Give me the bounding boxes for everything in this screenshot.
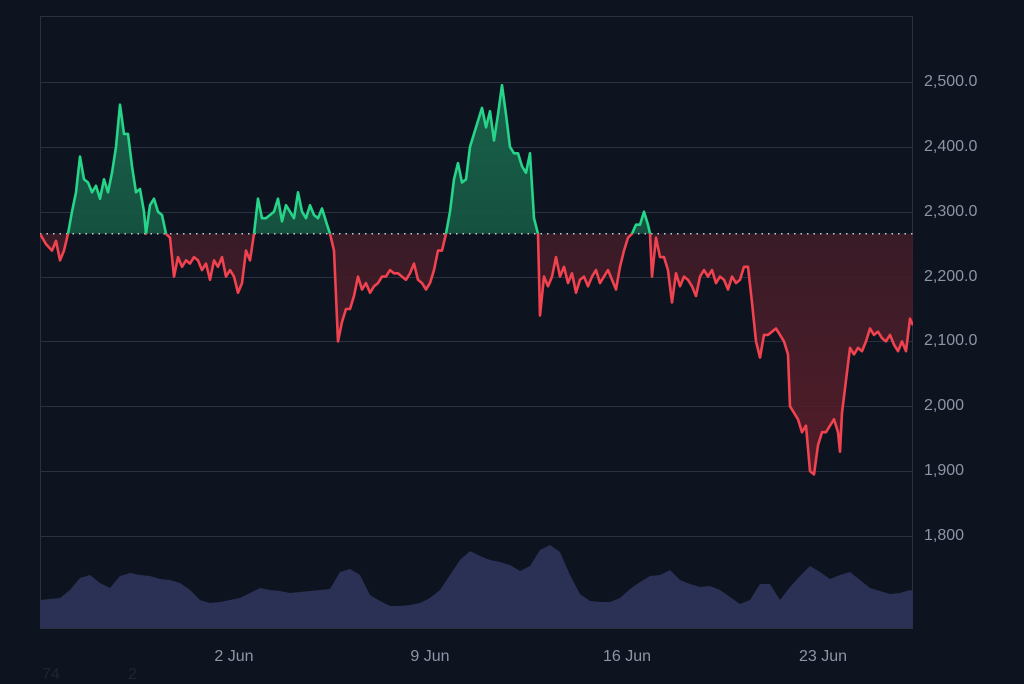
time-axis-label: 16 Jun bbox=[602, 648, 652, 665]
corner-text-1: 74 bbox=[42, 666, 60, 683]
price-axis-label: 2,400.0 bbox=[924, 137, 978, 155]
price-axis-label: 1,900 bbox=[924, 462, 965, 480]
volume-area bbox=[40, 545, 913, 628]
time-axis-label: 2 Jun bbox=[214, 648, 254, 665]
corner-text-2: 2 bbox=[128, 666, 137, 683]
price-axis-label: 2,500.0 bbox=[924, 73, 978, 90]
price-axis-label: 2,200.0 bbox=[924, 267, 978, 285]
time-axis-label: 23 Jun bbox=[798, 648, 848, 665]
price-fill bbox=[40, 85, 913, 475]
price-axis-label: 1,800 bbox=[924, 527, 965, 544]
price-line bbox=[40, 83, 913, 476]
price-axis-label: 2,000 bbox=[924, 397, 965, 415]
time-axis-label: 9 Jun bbox=[410, 648, 450, 665]
price-axis-label: 2,300.0 bbox=[924, 202, 978, 220]
price-axis-label: 2,100.0 bbox=[924, 332, 978, 350]
